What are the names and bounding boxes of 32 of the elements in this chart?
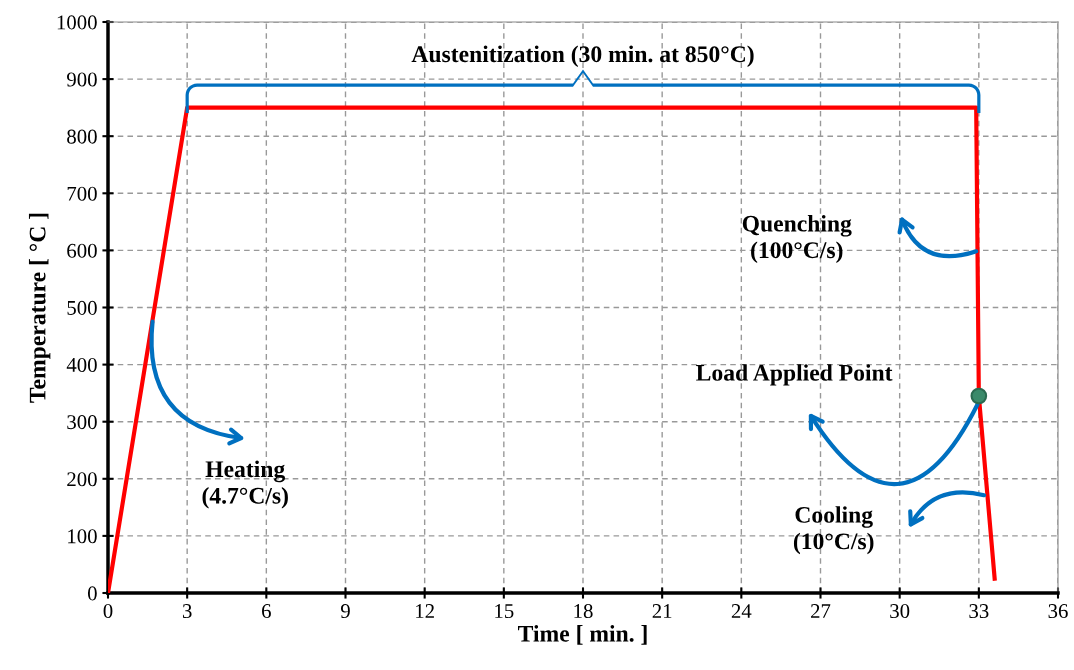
x-axis-title: Time [ min. ] [518, 625, 647, 645]
x-tick-label: 3 [182, 604, 192, 619]
x-tick-label: 15 [495, 604, 514, 619]
x-tick-label: 12 [416, 604, 434, 618]
y-tick-label: 500 [67, 300, 97, 315]
y-tick-label: 200 [67, 472, 97, 487]
annotation: Heating (4.7°C/s) [202, 460, 288, 509]
annotation: Austenitization (30 min. at 850°C) [411, 45, 754, 67]
y-tick-label: 600 [67, 243, 97, 258]
y-tick-label: 0 [87, 586, 97, 601]
y-tick-label: 300 [67, 415, 97, 430]
annotation: Load Applied Point [696, 364, 893, 386]
x-tick-label: 24 [731, 604, 752, 618]
x-tick-label: 33 [969, 604, 989, 619]
y-tick-label: 1000 [57, 15, 97, 30]
line-series [108, 105, 997, 593]
x-tick-label: 18 [574, 604, 593, 619]
x-tick-label: 9 [340, 604, 350, 619]
x-tick-label: 0 [103, 604, 113, 619]
x-tick-label: 6 [262, 604, 271, 619]
y-tick-label: 900 [67, 72, 97, 87]
y-tick-label: 100 [68, 529, 97, 544]
y-tick-label: 700 [67, 186, 97, 201]
x-tick-label: 27 [811, 604, 831, 618]
x-tick-label: 30 [890, 604, 910, 619]
x-tick-label: 36 [1048, 604, 1068, 619]
annotation: Quenching (100°C/s) [742, 215, 852, 263]
annotation: Cooling (10°C/s) [793, 506, 874, 555]
y-tick-label: 400 [66, 357, 97, 373]
x-tick-label: 21 [652, 604, 672, 618]
y-tick-label: 800 [67, 129, 97, 144]
y-axis-title: Temperature [ °C ] [28, 213, 51, 403]
